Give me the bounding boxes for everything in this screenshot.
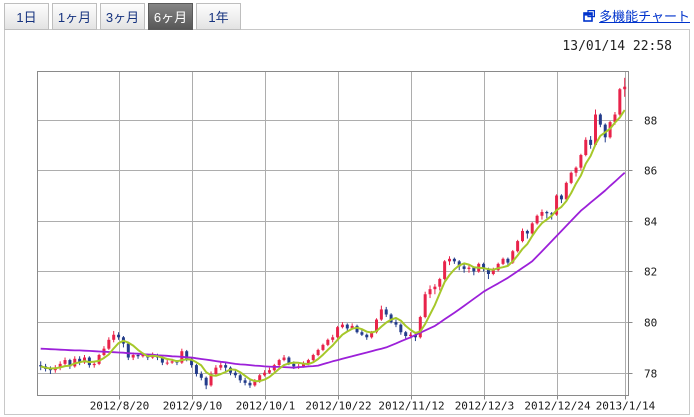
tab-label: 1日 (16, 10, 37, 25)
plot-frame (37, 71, 629, 396)
x-axis-label: 2013/1/14 (596, 400, 656, 413)
plot-border (37, 71, 629, 396)
tab-label: 1年 (208, 10, 229, 25)
tab-3months[interactable]: 3ヶ月 (100, 3, 145, 30)
grid (37, 71, 629, 396)
y-axis-label: 82 (644, 266, 657, 279)
tab-label: 1ヶ月 (57, 10, 92, 25)
tab-label: 6ヶ月 (153, 10, 188, 25)
x-axis-label: 2012/12/24 (524, 400, 591, 413)
ma-short (40, 109, 626, 383)
multi-chart-link-area: 多機能チャート (583, 6, 690, 25)
ma-long (40, 172, 626, 369)
chart-timestamp: 13/01/14 22:58 (562, 39, 672, 54)
x-axis-label: 2012/9/10 (163, 400, 223, 413)
tab-1year[interactable]: 1年 (196, 3, 241, 30)
tab-1day[interactable]: 1日 (4, 3, 49, 30)
x-axis-label: 2012/11/12 (378, 400, 444, 413)
ma-long-line (40, 172, 626, 369)
y-axis-label: 80 (644, 317, 657, 330)
y-axis-label: 86 (644, 165, 657, 178)
candles (39, 77, 627, 390)
x-axis-label: 2012/10/1 (236, 400, 296, 413)
multi-chart-link[interactable]: 多機能チャート (599, 9, 690, 24)
y-axis-labels: 78 80 82 84 86 88 (644, 115, 658, 381)
period-tabs: 1日 1ヶ月 3ヶ月 6ヶ月 1年 (4, 3, 241, 30)
axis-ticks (119, 120, 633, 400)
x-axis-label: 2012/10/22 (305, 400, 371, 413)
y-axis-label: 78 (644, 368, 657, 381)
tab-1month[interactable]: 1ヶ月 (52, 3, 97, 30)
x-axis-label: 2012/12/3 (455, 400, 515, 413)
ma-short-line (40, 109, 626, 383)
tab-6months[interactable]: 6ヶ月 (148, 3, 193, 30)
x-axis-label: 2012/8/20 (90, 400, 150, 413)
y-axis-label: 88 (644, 115, 657, 128)
popout-window-icon (583, 9, 596, 22)
x-axis-labels: 2012/8/20 2012/9/10 2012/10/1 2012/10/22 201… (90, 400, 656, 413)
tab-label: 3ヶ月 (105, 10, 140, 25)
y-axis-label: 84 (644, 216, 658, 229)
